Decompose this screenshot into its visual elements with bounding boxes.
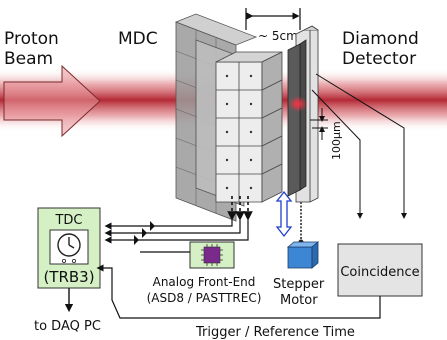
beam-arrow-icon [3, 64, 101, 138]
signal-lines [104, 220, 249, 253]
frontend-label: Analog Front-End [153, 275, 256, 289]
stepper-motor-label-2: Motor [280, 293, 318, 308]
proton-beam-label-2: Beam [4, 49, 53, 69]
mdc-label: MDC [118, 29, 158, 49]
diamond-detector [287, 25, 319, 203]
diamond-detector-label: Diamond [342, 29, 419, 49]
daq-label: to DAQ PC [34, 319, 101, 334]
stepper-motor-icon [286, 241, 320, 269]
clock-icon [49, 229, 89, 265]
distance-indicator [245, 8, 301, 30]
trb3-label: (TRB3) [43, 268, 94, 286]
proton-beam-label: Proton [4, 29, 59, 49]
thickness-indicator [310, 108, 328, 140]
diamond-detector-label-2: Detector [342, 49, 416, 69]
chip-icon [201, 244, 223, 266]
stepper-motor-label: Stepper [273, 277, 325, 292]
distance-label: ~ 5cm [258, 29, 298, 43]
frontend-label-2: (ASD8 / PASTTREC) [147, 291, 262, 305]
tdc-label: TDC [54, 213, 82, 228]
tdc-input-arrows [134, 221, 155, 245]
mdc-chamber [174, 13, 283, 222]
movement-arrow-icon [275, 190, 293, 238]
trigger-label: Trigger / Reference Time [195, 325, 355, 340]
diamond-readout-lines [311, 73, 407, 219]
coincidence-label: Coincidence [340, 265, 419, 280]
thickness-label: 100µm [330, 121, 343, 160]
trigger-line [96, 264, 381, 319]
tdc-box [37, 207, 101, 289]
